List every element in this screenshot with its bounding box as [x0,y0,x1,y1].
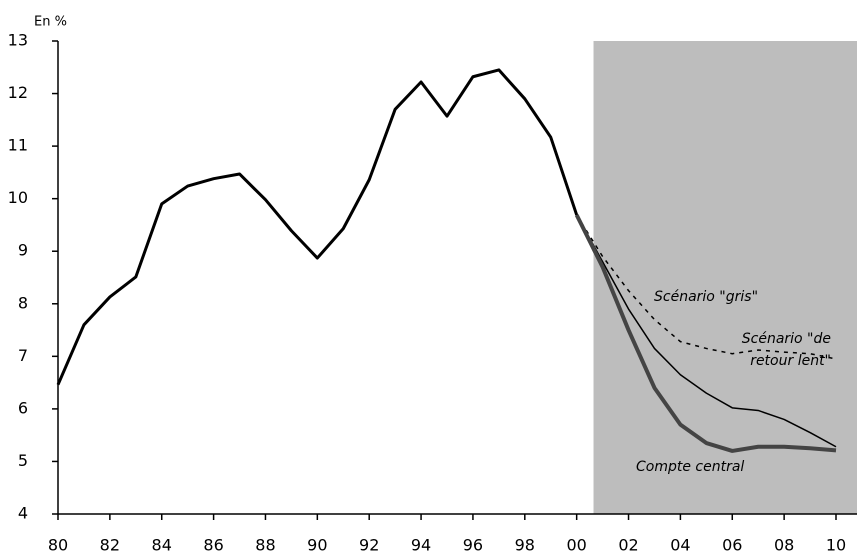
x-tick-label: 00 [566,536,586,555]
y-tick-label: 12 [8,83,28,102]
series-line [574,214,837,453]
x-tick-label: 88 [255,536,275,555]
x-tick-label: 94 [411,536,431,555]
x-tick-label: 84 [152,536,172,555]
x-tick-label: 96 [463,536,483,555]
x-tick-label: 86 [203,536,223,555]
x-tick-label: 90 [307,536,327,555]
y-axis-label: En % [34,15,67,30]
y-tick-label: 7 [18,346,28,365]
x-tick-label: 10 [826,536,846,555]
x-tick-label: 04 [670,536,690,555]
x-tick-label: 08 [774,536,794,555]
y-tick-label: 4 [18,504,28,523]
y-tick-label: 10 [8,188,28,207]
series-line [576,214,837,448]
x-tick-label: 80 [48,536,68,555]
x-tick-label: 06 [722,536,742,555]
forecast-shade [593,41,857,514]
y-tick-label: 13 [8,31,28,50]
y-tick-label: 9 [18,241,28,260]
x-tick-label: 02 [618,536,638,555]
x-tick-label: 82 [100,536,120,555]
y-tick-label: 8 [18,293,28,312]
y-tick-label: 5 [18,451,28,470]
y-tick-label: 6 [18,398,28,417]
series-line [576,214,837,360]
series-label: Scénario "de retour lent" [741,331,831,369]
x-tick-label: 92 [359,536,379,555]
x-tick-label: 98 [515,536,535,555]
series-line [56,68,579,386]
series-label: Compte central [636,459,745,475]
y-tick-label: 11 [8,136,28,155]
series-label: Scénario "gris" [654,289,759,305]
